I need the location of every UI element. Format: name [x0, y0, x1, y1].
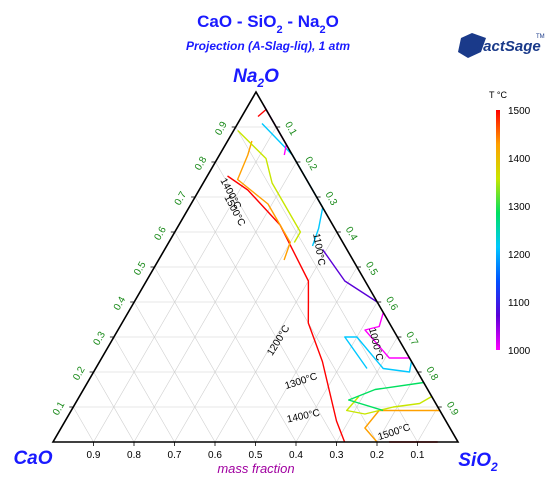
grid-line-sio2: [174, 196, 317, 443]
isotherm-label: 1500°C: [377, 422, 412, 443]
tick-label-bottom: 0.9: [87, 450, 101, 461]
grid-line-sio2: [255, 266, 358, 443]
colorbar-title: T °C: [489, 90, 507, 100]
grid-line-sio2: [295, 301, 378, 443]
isotherm-1150: [261, 123, 324, 247]
logo-tm: TM: [536, 34, 545, 40]
grid-line-cao: [93, 371, 135, 443]
tick-label-right: 0.1: [282, 120, 299, 138]
isotherm-1200: [348, 381, 424, 412]
isotherm-label: 1300°C: [284, 371, 319, 392]
grid-line-cao: [194, 196, 337, 443]
tick-label-right: 0.2: [302, 155, 319, 173]
tick-label-left: 0.7: [173, 190, 190, 208]
colorbar-gradient: [496, 110, 500, 350]
tick-label-bottom: 0.2: [370, 450, 384, 461]
grid-line-cao: [113, 336, 175, 443]
isotherm-1000: [364, 312, 410, 359]
tick-label-right: 0.6: [383, 295, 400, 313]
tick-label-left: 0.1: [51, 400, 68, 418]
isotherm-1300: [237, 130, 302, 243]
isotherm-label: 1100°C: [310, 232, 327, 266]
grid-line-cao: [235, 126, 418, 443]
logo-mark-icon: [458, 33, 486, 58]
tick-label-right: 0.4: [343, 225, 360, 243]
isotherm-1150: [344, 336, 413, 373]
colorbar-tick-label: 1300: [508, 202, 531, 213]
tick-label-right: 0.5: [363, 260, 380, 278]
colorbar-tick-label: 1000: [508, 346, 531, 357]
isotherm-1500: [257, 108, 267, 118]
tick-label-bottom: 0.4: [289, 450, 303, 461]
grid-line-sio2: [417, 406, 439, 443]
isotherm-1400: [364, 409, 440, 443]
grid-line-cao: [154, 266, 256, 443]
tick-label-right: 0.8: [424, 365, 441, 383]
grid-line-cao: [133, 301, 216, 443]
bottom-axis-label: mass fraction: [217, 461, 294, 476]
tick-label-bottom: 0.7: [168, 450, 182, 461]
grid-line-sio2: [93, 126, 277, 443]
isotherm-1300: [346, 395, 433, 415]
tick-label-bottom: 0.5: [249, 450, 263, 461]
vertex-label-top: Na2O: [233, 66, 279, 90]
isotherm-1400: [236, 140, 291, 261]
isotherm-label: 1500°C: [221, 193, 246, 228]
isotherm-label: 1400°C: [286, 408, 321, 426]
tick-label-left: 0.6: [152, 225, 169, 243]
tick-label-bottom: 0.3: [330, 450, 344, 461]
colorbar-tick-label: 1200: [508, 250, 531, 261]
tick-label-bottom: 0.6: [208, 450, 222, 461]
isotherm-1100: [322, 249, 378, 303]
factsage-logo: FactSage TM: [458, 33, 545, 58]
logo-text: FactSage: [474, 38, 541, 55]
vertex-label-right: SiO2: [458, 450, 498, 474]
isotherm-label: 1000°C: [366, 327, 385, 362]
vertex-label-left: CaO: [13, 448, 52, 469]
tick-label-right: 0.3: [323, 190, 340, 208]
tick-label-right: 0.9: [444, 400, 461, 418]
grid-line-cao: [73, 406, 94, 443]
tick-label-right: 0.7: [403, 330, 420, 348]
isotherm-1500: [227, 175, 346, 443]
tick-label-bottom: 0.8: [127, 450, 141, 461]
grid-lines: [73, 126, 439, 443]
tick-label-left: 0.2: [71, 365, 88, 383]
chart-subtitle: Projection (A-Slag-liq), 1 atm: [186, 39, 350, 53]
isotherm-label: 1200°C: [265, 324, 292, 358]
colorbar-tick-label: 1400: [508, 154, 531, 165]
tick-label-left: 0.8: [193, 155, 210, 173]
grid-line-sio2: [336, 336, 398, 443]
colorbar-tick-label: 1500: [508, 106, 531, 117]
title-main: CaO - SiO2 - Na2O: [197, 12, 339, 36]
tick-label-left: 0.4: [112, 295, 129, 313]
tick-label-left: 0.3: [91, 330, 108, 348]
tick-label-bottom: 0.1: [411, 450, 425, 461]
colorbar-tick-label: 1100: [508, 298, 530, 309]
chart-title: CaO - SiO2 - Na2O: [197, 12, 339, 36]
tick-label-left: 0.5: [132, 260, 149, 278]
tick-label-left: 0.9: [213, 120, 230, 138]
